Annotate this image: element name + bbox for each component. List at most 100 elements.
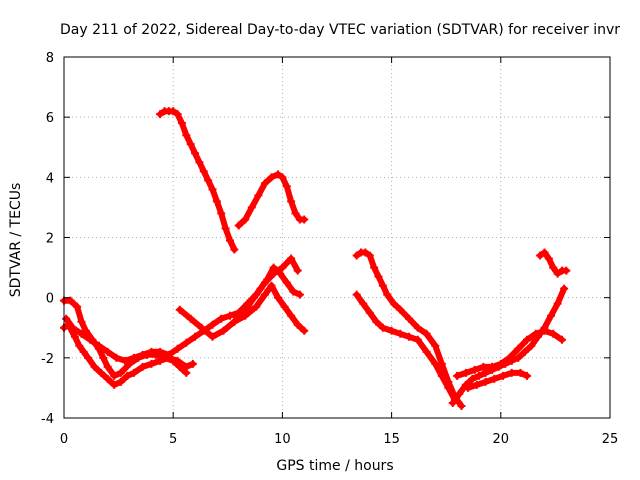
data-point-marker: [173, 110, 182, 119]
data-point-marker: [263, 275, 272, 284]
data-point-marker: [103, 347, 112, 356]
data-point-marker: [523, 335, 532, 344]
data-series-arc-m: [536, 248, 571, 278]
data-point-marker: [164, 350, 173, 359]
data-point-marker: [352, 290, 361, 299]
data-point-marker: [437, 371, 446, 380]
data-series-arc-b: [60, 296, 191, 380]
data-point-marker: [236, 308, 245, 317]
data-point-marker: [461, 368, 470, 377]
data-point-marker: [243, 302, 252, 311]
data-point-marker: [129, 353, 138, 362]
data-point-marker: [287, 311, 296, 320]
data-point-marker: [274, 170, 283, 179]
data-point-marker: [464, 383, 473, 392]
data-point-marker: [252, 302, 261, 311]
data-point-marker: [520, 347, 529, 356]
data-point-marker: [496, 359, 505, 368]
data-point-marker: [156, 110, 165, 119]
data-point-marker: [553, 299, 562, 308]
data-point-marker: [208, 332, 217, 341]
data-point-marker: [156, 347, 165, 356]
data-point-marker: [99, 353, 108, 362]
data-point-marker: [300, 215, 309, 224]
data-point-marker: [175, 305, 184, 314]
x-axis-label: GPS time / hours: [276, 458, 393, 474]
data-point-marker: [293, 320, 302, 329]
data-point-marker: [383, 290, 392, 299]
data-point-marker: [175, 362, 184, 371]
data-point-marker: [396, 329, 405, 338]
data-point-marker: [536, 251, 545, 260]
data-point-marker: [287, 197, 296, 206]
data-point-marker: [422, 329, 431, 338]
data-point-marker: [225, 311, 234, 320]
data-point-marker: [481, 368, 490, 377]
x-tick-label: 10: [274, 432, 291, 447]
data-point-marker: [557, 335, 566, 344]
data-point-marker: [103, 374, 112, 383]
data-point-marker: [182, 368, 191, 377]
data-point-marker: [103, 362, 112, 371]
data-point-marker: [378, 281, 387, 290]
data-point-marker: [138, 350, 147, 359]
data-point-marker: [188, 359, 197, 368]
data-point-marker: [527, 341, 536, 350]
data-point-marker: [116, 368, 125, 377]
data-point-marker: [186, 140, 195, 149]
data-point-marker: [90, 362, 99, 371]
data-series-arc-k: [453, 326, 566, 380]
data-point-marker: [195, 158, 204, 167]
data-point-marker: [359, 299, 368, 308]
data-point-marker: [505, 353, 514, 362]
data-point-marker: [372, 317, 381, 326]
data-series-arc-e: [230, 263, 304, 326]
data-point-marker: [208, 185, 217, 194]
data-point-marker: [217, 209, 226, 218]
series-group: [60, 107, 571, 410]
data-point-marker: [260, 290, 269, 299]
data-point-marker: [300, 326, 309, 335]
data-point-marker: [267, 173, 276, 182]
data-point-marker: [422, 347, 431, 356]
data-point-marker: [269, 263, 278, 272]
data-point-marker: [230, 245, 239, 254]
series-line: [449, 285, 568, 406]
data-point-marker: [405, 314, 414, 323]
data-point-marker: [498, 371, 507, 380]
data-series-arc-l: [464, 368, 532, 392]
data-point-marker: [278, 263, 287, 272]
data-point-marker: [560, 284, 569, 293]
data-point-marker: [413, 335, 422, 344]
data-point-marker: [431, 359, 440, 368]
data-point-marker: [267, 281, 276, 290]
data-point-marker: [73, 302, 82, 311]
x-tick-label: 25: [602, 432, 619, 447]
grid: [64, 57, 610, 418]
data-point-marker: [470, 365, 479, 374]
data-point-marker: [110, 371, 119, 380]
y-tick-label: -4: [41, 412, 54, 427]
data-point-marker: [453, 371, 462, 380]
data-point-marker: [225, 236, 234, 245]
data-point-marker: [540, 326, 549, 335]
data-point-marker: [479, 362, 488, 371]
data-point-marker: [514, 353, 523, 362]
data-point-marker: [138, 362, 147, 371]
data-point-marker: [352, 251, 361, 260]
data-point-marker: [197, 323, 206, 332]
data-point-marker: [531, 329, 540, 338]
series-line: [235, 171, 308, 229]
data-point-marker: [75, 341, 84, 350]
data-point-marker: [191, 332, 200, 341]
data-point-marker: [254, 191, 263, 200]
data-point-marker: [553, 269, 562, 278]
data-point-marker: [84, 353, 93, 362]
data-point-marker: [280, 302, 289, 311]
data-point-marker: [217, 314, 226, 323]
data-point-marker: [481, 377, 490, 386]
data-point-marker: [129, 368, 138, 377]
data-point-marker: [549, 263, 558, 272]
data-point-marker: [208, 320, 217, 329]
data-point-marker: [405, 332, 414, 341]
